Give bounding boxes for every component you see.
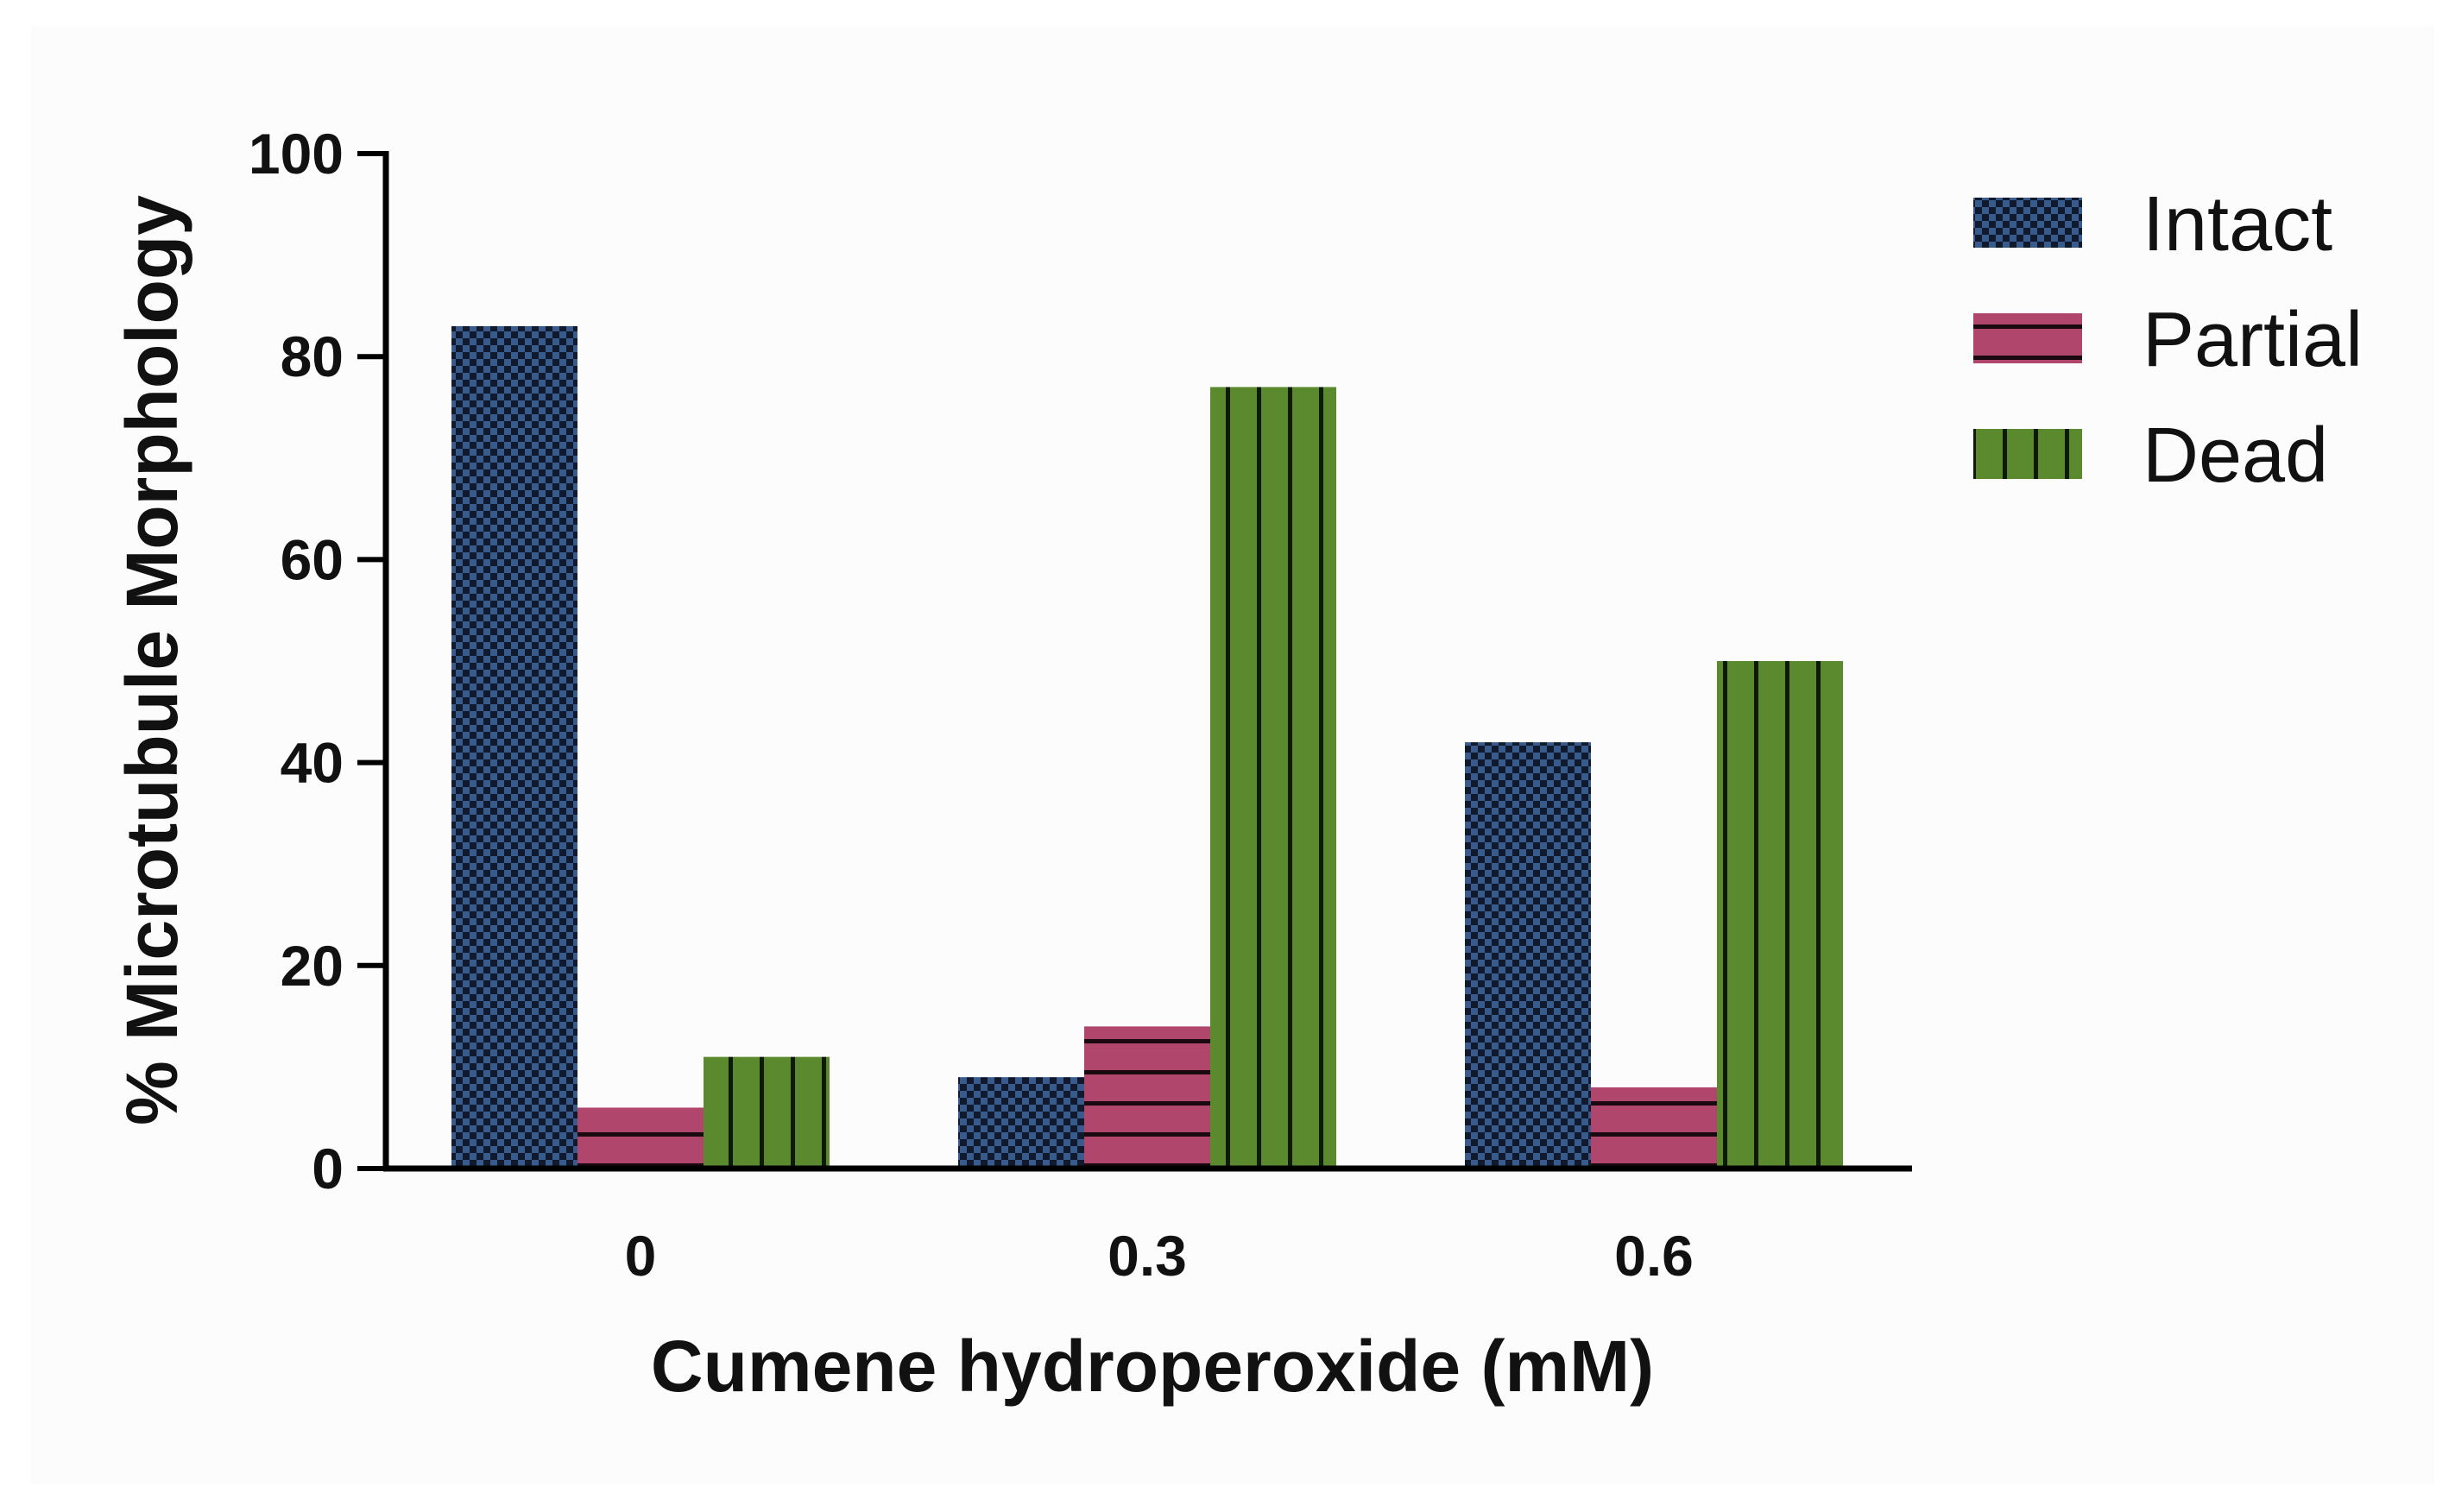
y-tick-label-0: 0 [312,1137,344,1200]
x-axis-title: Cumene hydroperoxide (mM) [651,1326,1654,1407]
bar-dead-0.3 [1210,387,1336,1169]
legend-swatch-dead [1973,429,2082,479]
y-ticks: 0 20 40 60 80 100 [249,122,386,1200]
legend-label-intact: Intact [2143,181,2332,268]
bar-dead-0.6 [1717,661,1843,1169]
bars-layer [451,325,1843,1169]
y-tick-label-60: 60 [281,527,344,591]
bar-intact-0.6 [1465,742,1591,1169]
bar-intact-0 [451,325,577,1169]
x-ticks: 0 0.3 0.6 [625,1224,1694,1288]
bar-partial-0.3 [1084,1026,1210,1169]
legend-label-partial: Partial [2143,297,2363,383]
y-tick-label-40: 40 [281,731,344,795]
y-tick-label-80: 80 [281,324,344,388]
bar-partial-0 [577,1107,704,1169]
legend: Intact Partial Dead [1973,181,2363,499]
x-tick-label-0.3: 0.3 [1108,1224,1187,1288]
x-tick-label-0: 0 [625,1224,657,1288]
bar-intact-0.3 [958,1077,1084,1169]
legend-swatch-partial [1973,313,2082,363]
y-axis-title: % Microtubule Morphology [111,195,192,1125]
bar-partial-0.6 [1591,1087,1717,1169]
x-tick-label-0.6: 0.6 [1614,1224,1694,1288]
legend-label-dead: Dead [2143,413,2328,499]
legend-swatch-intact [1973,198,2082,248]
bar-dead-0 [704,1056,830,1169]
y-tick-label-20: 20 [281,934,344,998]
y-tick-label-100: 100 [249,122,344,186]
